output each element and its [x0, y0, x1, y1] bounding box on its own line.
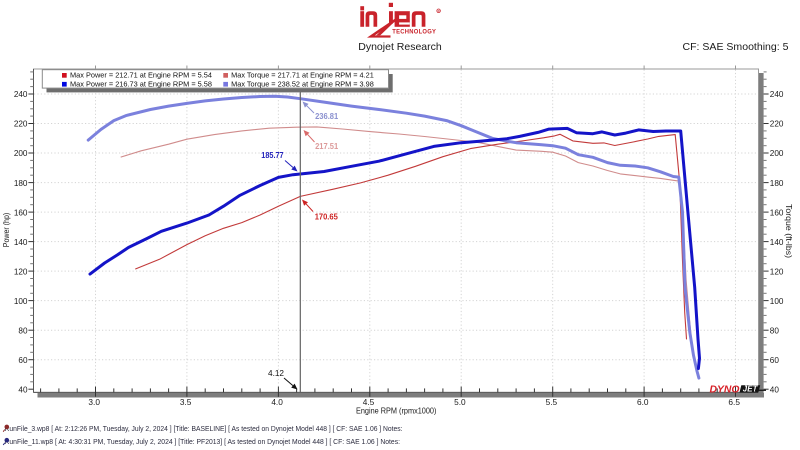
- svg-text:170.65: 170.65: [315, 212, 339, 221]
- svg-text:100: 100: [14, 297, 28, 306]
- svg-text:6.5: 6.5: [728, 397, 740, 407]
- svg-text:200: 200: [14, 149, 28, 158]
- svg-text:DYNO: DYNO: [710, 383, 740, 395]
- svg-text:120: 120: [770, 267, 784, 276]
- svg-text:160: 160: [770, 208, 784, 217]
- svg-text:40: 40: [770, 385, 780, 394]
- svg-text:80: 80: [18, 326, 28, 335]
- svg-text:RunFile_11.wp8 [ At: 4:30:31 P: RunFile_11.wp8 [ At: 4:30:31 PM, Tuesday…: [5, 437, 401, 446]
- svg-text:180: 180: [770, 179, 784, 188]
- svg-text:Max Torque = 238.52 at Engine: Max Torque = 238.52 at Engine RPM = 3.98: [231, 79, 374, 88]
- svg-text:5.5: 5.5: [546, 397, 558, 407]
- svg-text:60: 60: [770, 356, 780, 365]
- svg-text:160: 160: [14, 208, 28, 217]
- svg-text:140: 140: [14, 238, 28, 247]
- svg-text:240: 240: [14, 90, 28, 99]
- svg-text:R: R: [438, 9, 440, 13]
- svg-text:4.5: 4.5: [363, 397, 375, 407]
- svg-text:120: 120: [14, 267, 28, 276]
- svg-text:Engine RPM (rpmx1000): Engine RPM (rpmx1000): [356, 406, 437, 416]
- svg-text:236.81: 236.81: [315, 112, 339, 121]
- svg-text:220: 220: [770, 120, 784, 129]
- svg-text:100: 100: [770, 297, 784, 306]
- svg-text:Dynojet Research: Dynojet Research: [358, 41, 442, 53]
- svg-text:Max Torque = 217.71 at Engine: Max Torque = 217.71 at Engine RPM = 4.21: [231, 70, 374, 79]
- svg-text:220: 220: [14, 120, 28, 129]
- svg-text:Max Power = 212.71 at Engine R: Max Power = 212.71 at Engine RPM = 5.54: [70, 70, 212, 79]
- svg-text:240: 240: [770, 90, 784, 99]
- svg-text:Power (hp): Power (hp): [2, 212, 11, 247]
- svg-text:60: 60: [18, 356, 28, 365]
- svg-text:3.5: 3.5: [180, 397, 192, 407]
- svg-text:200: 200: [770, 149, 784, 158]
- svg-text:40: 40: [18, 385, 28, 394]
- svg-text:4.12: 4.12: [268, 369, 284, 378]
- svg-text:80: 80: [770, 326, 780, 335]
- svg-text:Max Power = 216.73 at Engine R: Max Power = 216.73 at Engine RPM = 5.58: [70, 79, 212, 88]
- svg-text:5.0: 5.0: [454, 397, 466, 407]
- svg-text:185.77: 185.77: [261, 151, 284, 160]
- svg-text:3.0: 3.0: [88, 397, 100, 407]
- svg-text:JET: JET: [743, 384, 758, 394]
- svg-text:TECHNOLOGY: TECHNOLOGY: [392, 28, 436, 35]
- svg-text:6.0: 6.0: [637, 397, 649, 407]
- svg-text:CF: SAE Smoothing: 5: CF: SAE Smoothing: 5: [683, 41, 789, 53]
- svg-text:140: 140: [770, 238, 784, 247]
- svg-text:180: 180: [14, 179, 28, 188]
- svg-text:4.0: 4.0: [271, 397, 283, 407]
- svg-text:217.51: 217.51: [315, 142, 339, 151]
- svg-text:RunFile_3.wp8 [ At: 2:12:26 PM: RunFile_3.wp8 [ At: 2:12:26 PM, Tuesday,…: [5, 424, 403, 433]
- svg-text:Torque (ft-lbs): Torque (ft-lbs): [784, 204, 793, 258]
